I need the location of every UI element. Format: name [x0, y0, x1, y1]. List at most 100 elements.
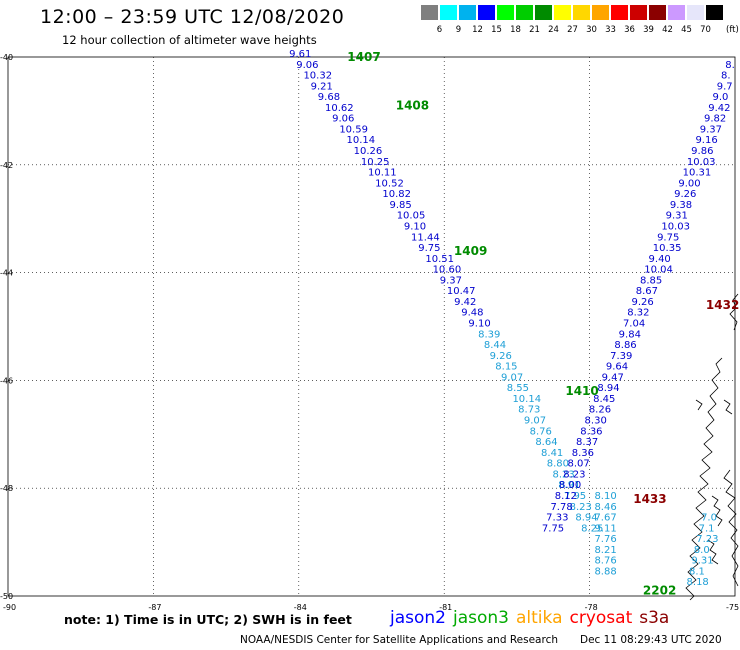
- swh-value: 9.75: [657, 232, 679, 243]
- swh-value: 9.26: [490, 351, 512, 362]
- scale-swatch: [459, 5, 476, 20]
- swh-value: 7.0: [701, 513, 717, 524]
- pass-label: 1410: [565, 384, 598, 398]
- scale-swatch: [611, 5, 628, 20]
- scale-unit-label: (ft): [726, 25, 739, 35]
- swh-value: 10.51: [425, 254, 454, 265]
- lon-tick-label: -87: [148, 603, 161, 612]
- swh-value: 8.94: [597, 383, 619, 394]
- scale-label: 42: [662, 25, 673, 35]
- swh-value: 8.94: [575, 513, 597, 524]
- swh-value: 11.44: [411, 232, 440, 243]
- pass-label: 1432: [706, 298, 739, 312]
- swh-value: 8.37: [576, 437, 598, 448]
- scale-swatch: [706, 5, 723, 20]
- swh-value: 10.26: [354, 146, 383, 157]
- pass-labels: 1407 1408 1409 1410 1432 1433 2202: [347, 50, 739, 598]
- lat-tick-label: -40: [0, 53, 13, 62]
- pass-label: 2202: [643, 584, 676, 598]
- swh-value: 10.52: [375, 178, 404, 189]
- swh-value: 9.06: [332, 114, 354, 125]
- swh-value: 8.10: [594, 491, 616, 502]
- scale-label: 24: [548, 25, 559, 35]
- swh-value: 8.45: [593, 394, 615, 405]
- scale-label: 33: [605, 25, 616, 35]
- swh-value: 9.07: [501, 372, 523, 383]
- swh-value: 7.76: [594, 534, 616, 545]
- scale-label: 39: [643, 25, 654, 35]
- swh-value: 8.: [725, 60, 735, 71]
- swh-value: 8.44: [484, 340, 506, 351]
- lon-tick-label: -90: [3, 603, 16, 612]
- swh-value: 8.00: [559, 480, 581, 491]
- swh-value: 8.32: [627, 308, 649, 319]
- swh-value: 9.85: [390, 200, 412, 211]
- swh-value: 8.86: [614, 340, 636, 351]
- lat-tick-label: -44: [0, 269, 13, 278]
- swh-value: 8.25: [581, 523, 603, 534]
- swh-value: 9.26: [631, 297, 653, 308]
- scale-label: 21: [529, 25, 540, 35]
- swh-value: 8.12: [555, 491, 577, 502]
- satellite-legend-item: cryosat: [569, 608, 633, 628]
- swh-value: 9.31: [691, 556, 713, 567]
- swh-value: 10.11: [368, 168, 397, 179]
- note-text: note: 1) Time is in UTC; 2) SWH is in fe…: [64, 612, 352, 627]
- scale-swatch: [421, 5, 438, 20]
- swh-value: 8.76: [594, 556, 616, 567]
- swh-value: 7.78: [550, 502, 572, 513]
- swh-value: 10.05: [397, 211, 426, 222]
- pass-label: 1407: [347, 50, 380, 64]
- pass-label: 1433: [633, 492, 666, 506]
- scale-label: 18: [510, 25, 521, 35]
- scale-label: 15: [491, 25, 502, 35]
- swh-value: 8.15: [495, 362, 517, 373]
- satellite-legend-item: jason2: [390, 608, 446, 628]
- swh-value: 10.47: [447, 286, 476, 297]
- swh-value: 10.59: [339, 124, 368, 135]
- swh-value: 10.14: [346, 135, 375, 146]
- swh-value: 9.26: [674, 189, 696, 200]
- page-title: 12:00 – 23:59 UTC 12/08/2020: [40, 6, 345, 28]
- scale-swatch: [478, 5, 495, 20]
- swh-value: 8.67: [636, 286, 658, 297]
- swh-value: 9.68: [318, 92, 340, 103]
- scale-swatch: [497, 5, 514, 20]
- lon-tick-label: -81: [439, 603, 452, 612]
- swh-value: 8.30: [585, 416, 607, 427]
- satellite-legend-item: altika: [516, 608, 563, 628]
- swh-value: 9.7: [717, 81, 733, 92]
- swh-value: 8.55: [507, 383, 529, 394]
- scale-label: 6: [436, 25, 443, 35]
- swh-value: 10.31: [683, 168, 712, 179]
- swh-value: 8.0: [694, 545, 710, 556]
- swh-value: 9.75: [418, 243, 440, 254]
- swh-value: 9.11: [594, 523, 616, 534]
- swh-value: 9.37: [440, 275, 462, 286]
- swh-value: 8.39: [478, 329, 500, 340]
- pass-label: 1409: [454, 244, 487, 258]
- swh-value: 9.31: [666, 211, 688, 222]
- swh-value: 8.73: [518, 405, 540, 416]
- scale-swatch: [630, 5, 647, 20]
- lat-tick-label: -42: [0, 161, 13, 170]
- swh-value: 7.04: [623, 319, 645, 330]
- coastline: [685, 293, 739, 601]
- swh-value: 8.76: [530, 426, 552, 437]
- timestamp-text: Dec 11 08:29:43 UTC 2020: [580, 634, 722, 646]
- swh-value: 9.37: [700, 124, 722, 135]
- swh-value: 9.10: [468, 319, 490, 330]
- swh-value: 9.42: [708, 103, 730, 114]
- swh-value: 8.41: [541, 448, 563, 459]
- swh-value: 10.60: [433, 265, 462, 276]
- scale-label: 9: [455, 25, 462, 35]
- swh-value: 7.33: [546, 513, 568, 524]
- swh-value: 7.1: [699, 523, 715, 534]
- swh-value: 10.03: [687, 157, 716, 168]
- pass-label: 1408: [396, 99, 429, 113]
- credit-text: NOAA/NESDIS Center for Satellite Applica…: [240, 634, 558, 646]
- swh-value: 8.36: [580, 426, 602, 437]
- lon-tick-label: -75: [726, 603, 739, 612]
- scale-swatch: [592, 5, 609, 20]
- swh-value: 10.25: [361, 157, 390, 168]
